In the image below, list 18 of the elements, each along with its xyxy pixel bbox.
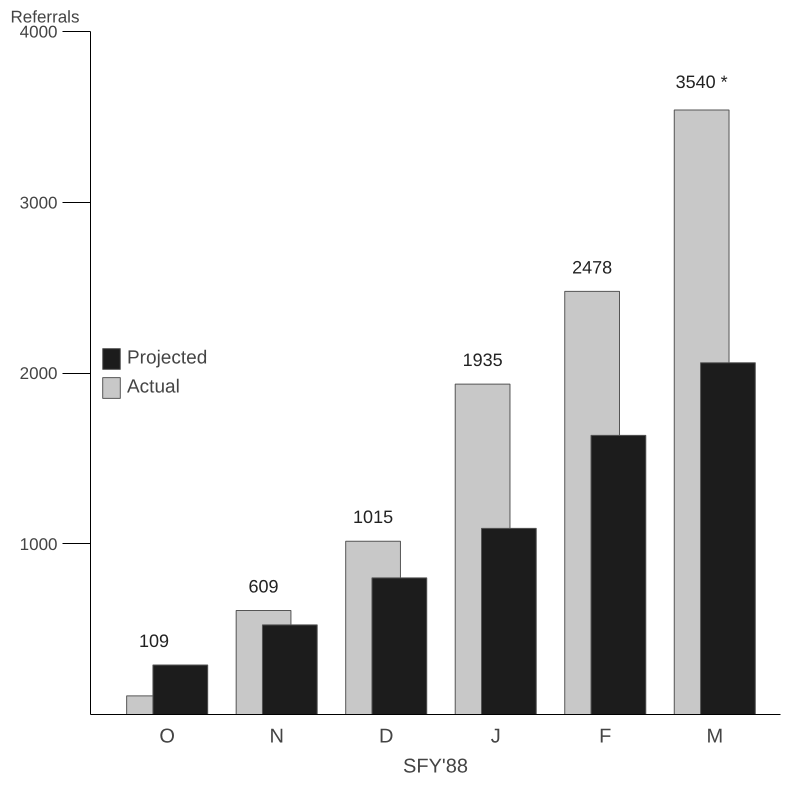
data-label: 1935	[462, 350, 503, 370]
legend-label: Projected	[127, 347, 208, 369]
x-tick-label: N	[269, 726, 284, 748]
x-tick-label: M	[706, 726, 724, 748]
legend-label: Actual	[127, 376, 180, 398]
data-label: 109	[139, 630, 170, 651]
y-tick-label: 3000	[20, 193, 58, 212]
data-label: 609	[248, 576, 279, 597]
y-tick-label: 2000	[20, 364, 58, 383]
x-tick-label: O	[159, 726, 175, 748]
x-tick-label: F	[599, 726, 612, 748]
data-label: 3540 *	[676, 72, 728, 92]
data-label: 2478	[572, 257, 612, 278]
x-tick-label: J	[490, 726, 501, 748]
data-label: 1015	[353, 507, 394, 528]
y-tick-label: 1000	[20, 534, 58, 554]
x-tick-label: D	[378, 726, 394, 748]
x-axis-title: SFY'88	[403, 756, 468, 778]
